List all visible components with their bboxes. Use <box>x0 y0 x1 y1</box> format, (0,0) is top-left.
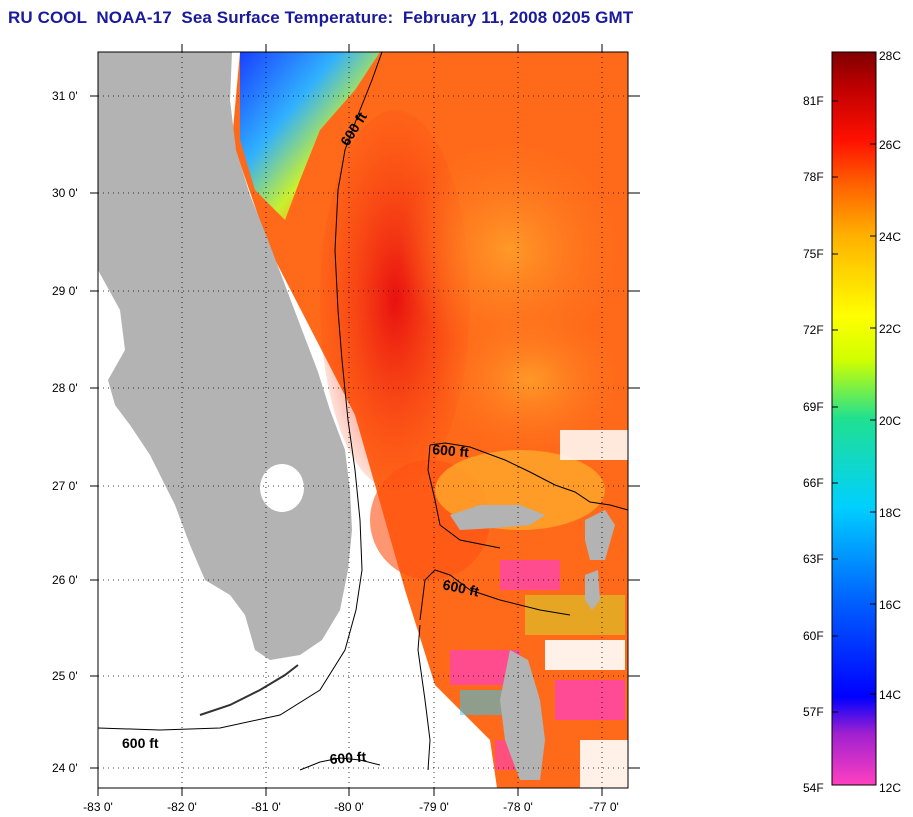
lon-label: -81 0' <box>251 800 281 814</box>
colorbar: 81F 78F 75F 72F 69F 66F 63F 60F 57F 54F … <box>803 49 901 795</box>
colorbar-c-label: 22C <box>879 322 901 336</box>
colorbar-gradient <box>831 51 877 786</box>
sst-map: 600 ft 600 ft 600 ft 600 ft 600 ft 31 0'… <box>52 44 640 814</box>
lon-label: -78 0' <box>503 800 533 814</box>
lat-label: 30 0' <box>52 186 78 200</box>
lon-label: -83 0' <box>83 800 113 814</box>
colorbar-c-label: 26C <box>879 138 901 152</box>
graticule <box>98 52 628 788</box>
colorbar-f-label: 60F <box>803 629 824 643</box>
orange-eddy-north <box>400 140 620 360</box>
lake-okeechobee <box>260 464 304 512</box>
colorbar-c-label: 16C <box>879 598 901 612</box>
lat-label: 28 0' <box>52 381 78 395</box>
isobath-label: 600 ft <box>441 576 480 599</box>
map-ticks <box>90 44 640 796</box>
colorbar-c-label: 18C <box>879 506 901 520</box>
colorbar-f-label: 69F <box>803 400 824 414</box>
cold-shelf-water <box>240 52 380 220</box>
colorbar-c-label: 14C <box>879 688 901 702</box>
lat-label: 25 0' <box>52 669 78 683</box>
colorbar-f-label: 57F <box>803 705 824 719</box>
colorbar-f-label: 63F <box>803 552 824 566</box>
isobaths <box>98 52 628 771</box>
lat-label: 27 0' <box>52 479 78 493</box>
colorbar-f-label: 66F <box>803 476 824 490</box>
isobath-label: 600 ft <box>432 441 470 460</box>
lon-label: -79 0' <box>419 800 449 814</box>
colorbar-f-label: 78F <box>803 170 824 184</box>
map-title: RU COOL NOAA-17 Sea Surface Temperature:… <box>8 8 634 27</box>
colorbar-f-label: 54F <box>803 781 824 795</box>
colorbar-c-label: 24C <box>879 230 901 244</box>
grand-bahama-island <box>450 505 545 530</box>
colorbar-ticks <box>832 100 876 713</box>
lon-label: -80 0' <box>334 800 364 814</box>
isobath-label: 600 ft <box>122 735 159 751</box>
colorbar-c-label: 28C <box>879 49 901 63</box>
abaco-island <box>585 510 615 560</box>
andros-island <box>500 650 545 780</box>
cloud-noise <box>450 430 628 788</box>
lat-label: 31 0' <box>52 89 78 103</box>
lon-label: -77 0' <box>589 800 619 814</box>
lat-label: 29 0' <box>52 284 78 298</box>
lat-label: 26 0' <box>52 573 78 587</box>
colorbar-c-label: 12C <box>879 781 901 795</box>
isobath-label: 600 ft <box>329 748 367 767</box>
colorbar-c-label: 20C <box>879 414 901 428</box>
map-frame <box>97 51 629 789</box>
colorbar-f-label: 81F <box>803 94 824 108</box>
orange-eddy-south <box>440 310 620 450</box>
colorbar-f-label: 75F <box>803 247 824 261</box>
colorbar-f-label: 72F <box>803 323 824 337</box>
lon-label: -82 0' <box>167 800 197 814</box>
lat-label: 24 0' <box>52 761 78 775</box>
florida-keys <box>199 664 299 716</box>
